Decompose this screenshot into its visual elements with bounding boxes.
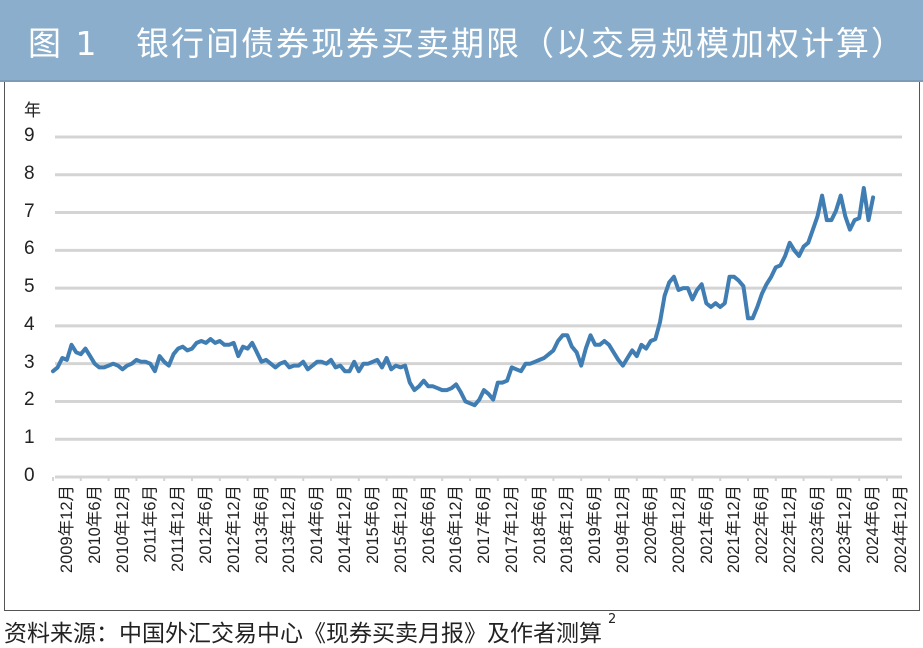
- gridlines: [55, 135, 902, 479]
- x-tick-label: 2018年6月: [506, 485, 549, 605]
- x-axis-labels: 2009年12月 2010年6月 2010年12月 2011年6月 2011年12月 20…: [0, 485, 923, 605]
- y-tick-label: 8: [24, 162, 35, 184]
- source-note: 资料来源：中国外汇交易中心《现券买卖月报》及作者测算 2: [4, 612, 617, 648]
- x-tick-label: 2021年12月: [700, 485, 743, 605]
- y-tick-label: 3: [24, 351, 35, 373]
- x-tick-label: 2013年6月: [228, 485, 271, 605]
- x-tick-label: 2010年6月: [61, 485, 104, 605]
- x-tick-label: 2011年12月: [144, 485, 187, 605]
- y-tick-label: 9: [24, 125, 35, 146]
- x-tick-label: 2023年12月: [811, 485, 854, 605]
- title-bar: 图 1 银行间债券现券买卖期限（以交易规模加权计算）: [0, 0, 923, 82]
- x-tick-label: 2014年6月: [283, 485, 326, 605]
- y-tick-label: 5: [24, 276, 35, 298]
- chart-title: 图 1 银行间债券现券买卖期限（以交易规模加权计算）: [28, 24, 906, 63]
- x-tick-label: 2010年12月: [89, 485, 132, 605]
- y-tick-label: 4: [24, 313, 35, 335]
- x-tick-label: 2019年6月: [561, 485, 604, 605]
- x-tick-label: 2012年6月: [172, 485, 215, 605]
- x-tick-label: 2022年6月: [728, 485, 771, 605]
- x-tick-label: 2020年6月: [617, 485, 660, 605]
- x-tick-label: 2024年12月: [867, 485, 910, 605]
- footnote-mark: 2: [608, 612, 617, 627]
- x-tick-label: 2009年12月: [33, 485, 76, 605]
- x-tick-label: 2011年6月: [116, 485, 159, 605]
- x-tick-label: 2022年12月: [756, 485, 799, 605]
- x-tick-label: 2013年12月: [255, 485, 298, 605]
- x-tick-label: 2024年6月: [839, 485, 882, 605]
- chart-frame: [4, 82, 920, 611]
- x-tick-label: 2014年12月: [311, 485, 354, 605]
- x-tick-label: 2016年6月: [394, 485, 437, 605]
- y-tick-label: 1: [24, 427, 35, 449]
- y-tick-label: 0: [24, 465, 35, 486]
- x-tick-label: 2012年12月: [200, 485, 243, 605]
- x-tick-label: 2017年12月: [478, 485, 521, 605]
- source-text: 资料来源：中国外汇交易中心《现券买卖月报》及作者测算: [4, 621, 602, 647]
- y-tick-label: 7: [24, 200, 35, 222]
- x-tick-label: 2021年6月: [672, 485, 715, 605]
- x-tick-label: 2017年6月: [450, 485, 493, 605]
- x-axis-tick-marks: [52, 477, 888, 481]
- x-tick-label: 2019年12月: [589, 485, 632, 605]
- x-tick-label-text: 2024年12月: [892, 485, 910, 574]
- x-tick-label: 2023年6月: [784, 485, 827, 605]
- x-tick-label: 2018年12月: [533, 485, 576, 605]
- series-line: [51, 186, 876, 408]
- y-tick-label: 2: [24, 389, 35, 411]
- x-tick-label: 2020年12月: [645, 485, 688, 605]
- y-axis-unit-label: 年: [24, 101, 41, 121]
- x-tick-label: 2015年6月: [339, 485, 382, 605]
- x-tick-label: 2015年12月: [367, 485, 410, 605]
- y-tick-label: 6: [24, 238, 35, 260]
- x-tick-label: 2016年12月: [422, 485, 465, 605]
